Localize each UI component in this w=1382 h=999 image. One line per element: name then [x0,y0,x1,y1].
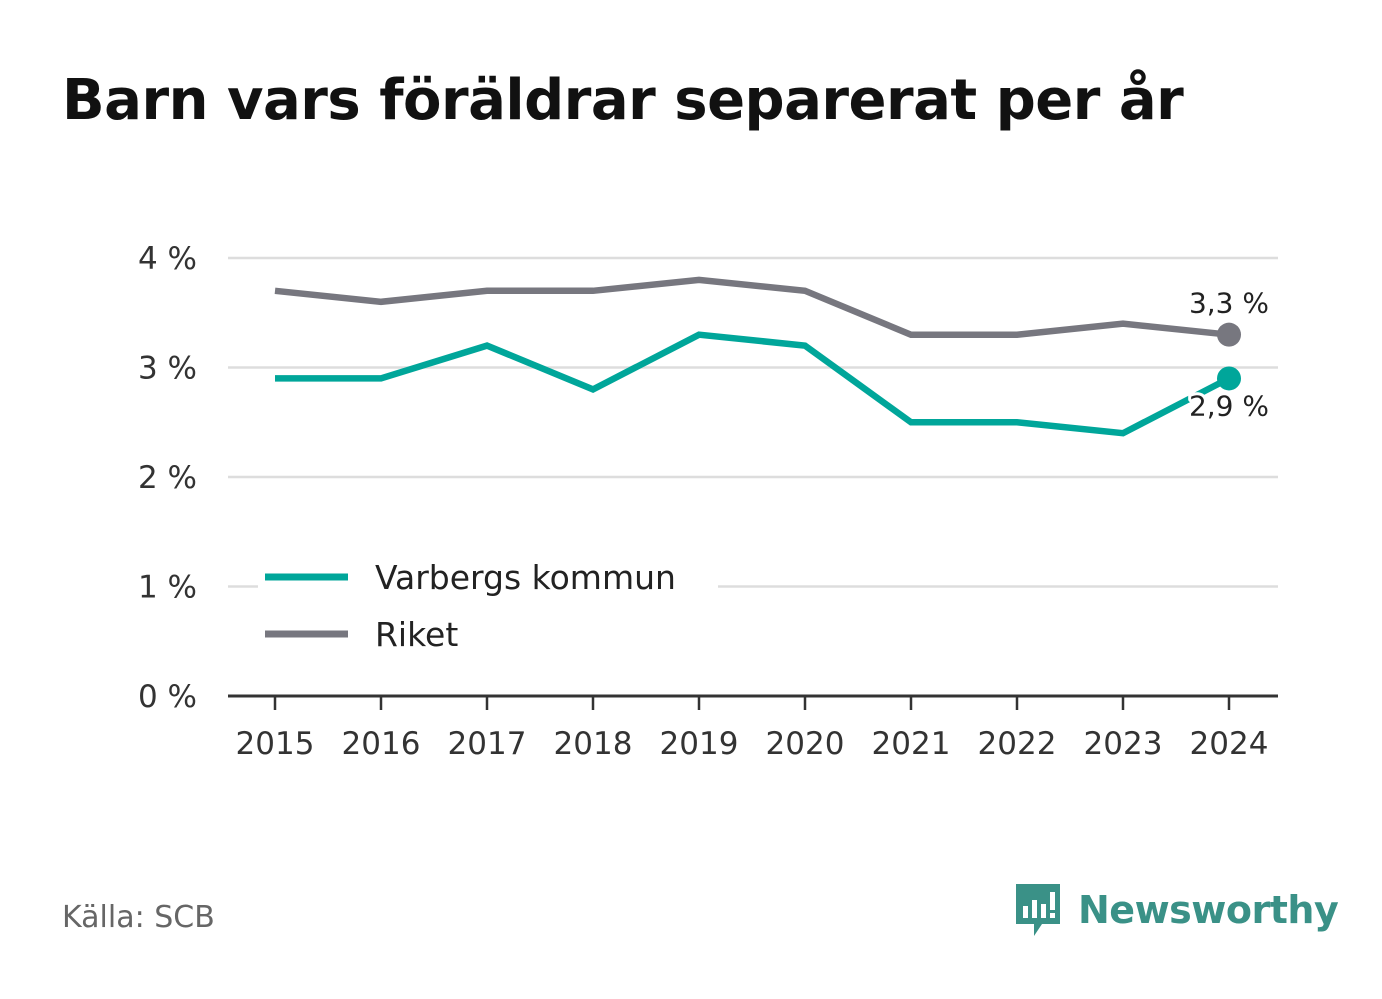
y-tick-label: 2 % [138,460,197,496]
x-axis-ticks: 2015 2016 2017 2018 2019 2020 2021 2022 2023 2024 [236,696,1269,762]
brand-name: Newsworthy [1078,888,1339,932]
chart-title: Barn vars föräldrar separerat per år [62,68,1184,133]
end-point-marker [1217,366,1241,391]
x-tick-label: 2016 [342,726,421,762]
end-labels: 2,9 % 3,3 % [1186,284,1272,426]
x-tick-label: 2018 [554,726,633,762]
x-tick-label: 2022 [978,726,1057,762]
x-tick-label: 2015 [236,726,315,762]
y-tick-label: 0 % [138,679,197,715]
legend: Varbergs kommun Riket [258,548,718,666]
end-value-label: 3,3 % [1189,287,1269,320]
brand-logo: Newsworthy [1012,880,1339,940]
x-tick-label: 2021 [872,726,951,762]
series-lines [274,276,1241,437]
legend-background [258,548,718,666]
y-tick-label: 4 % [138,241,197,277]
x-tick-label: 2023 [1084,726,1163,762]
grid-lines [228,256,1278,588]
x-tick-label: 2020 [766,726,845,762]
legend-label: Varbergs kommun [375,558,676,597]
newsworthy-logo-icon [1016,884,1060,936]
y-tick-label: 1 % [138,570,197,606]
series-line [275,331,1231,437]
end-value-label: 2,9 % [1189,389,1269,422]
end-point-marker [1217,322,1241,347]
source-note: Källa: SCB [62,900,215,935]
y-axis-ticks: 0 % 1 % 2 % 3 % 4 % [138,241,197,715]
x-tick-label: 2017 [448,726,527,762]
x-tick-label: 2024 [1190,726,1269,762]
x-tick-label: 2019 [660,726,739,762]
series-line [274,276,1230,338]
y-tick-label: 3 % [138,351,197,387]
legend-label: Riket [375,615,458,654]
